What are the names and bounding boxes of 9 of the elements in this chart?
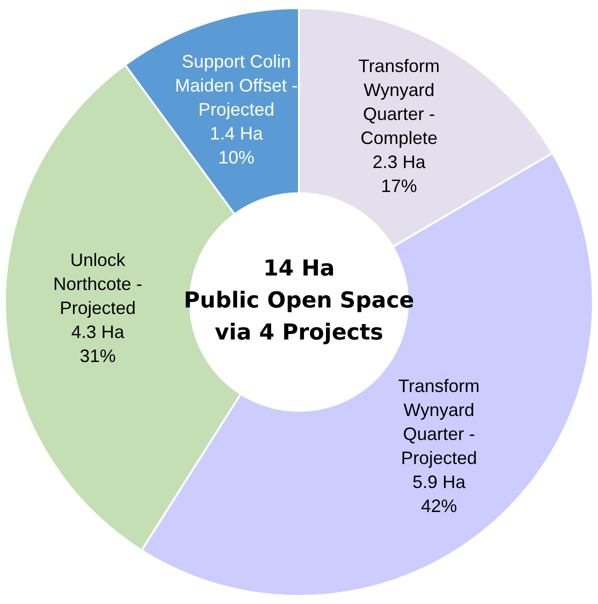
data-label: 1.4 Ha 10%	[210, 124, 264, 168]
data-label: 5.9 Ha 42%	[412, 472, 466, 516]
data-label: 2.3 Ha 17%	[372, 152, 427, 196]
text: 14 Ha Public Open Space via 4 Projects	[184, 256, 414, 346]
slice-label: Unlock Northcote - Projected	[53, 250, 142, 318]
slice-label: Transform Wynyard Quarter - Projected	[398, 376, 480, 468]
slice-label: Support Colin Maiden Offset - Projected	[174, 52, 298, 120]
slice-label: Transform Wynyard Quarter - Complete	[358, 56, 440, 148]
data-label: 4.3 Ha 31%	[71, 322, 126, 366]
